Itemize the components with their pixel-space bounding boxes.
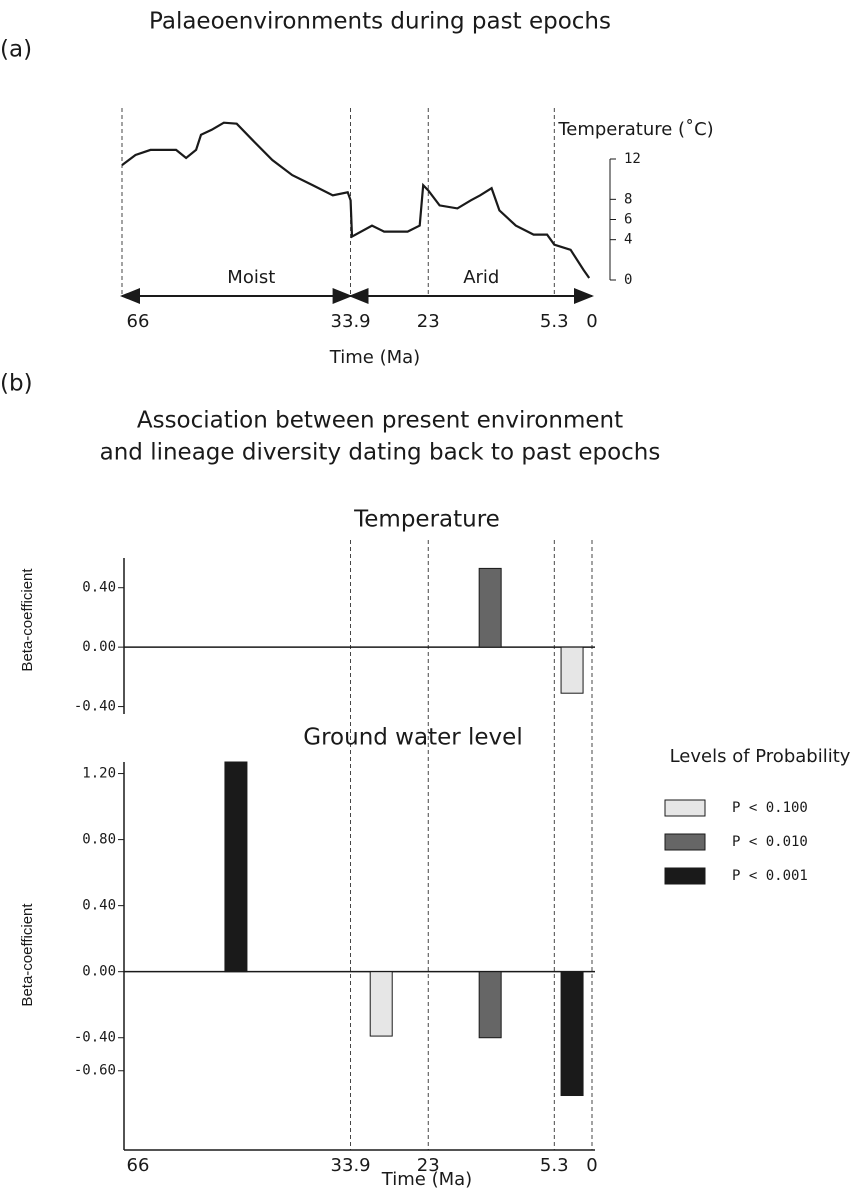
x-tick-label: 0	[586, 1155, 597, 1176]
bar	[478, 567, 502, 648]
bar	[478, 971, 502, 1039]
legend-swatch	[664, 867, 706, 885]
y-tick-label: 1.20	[82, 766, 116, 782]
chart-title: Temperature	[353, 507, 500, 533]
legend-swatch	[664, 833, 706, 851]
x-axis-label: Time (Ma)	[329, 347, 420, 368]
x-tick-label: 33.9	[331, 1155, 371, 1176]
x-tick-label: 23	[417, 311, 440, 332]
chart-title: Ground water level	[303, 725, 522, 751]
x-tick-label: 66	[127, 1155, 150, 1176]
bar	[560, 971, 584, 1097]
y-axis-label: Temperature (˚C)	[557, 119, 713, 140]
y-tick-label: -0.40	[74, 699, 116, 715]
y-tick-label: 0.00	[82, 964, 116, 980]
y-axis-label: Beta-coefficient	[19, 903, 36, 1007]
panel-label: (a)	[0, 37, 32, 63]
y-tick-label: 0.40	[82, 580, 116, 596]
y-tick-label: 12	[624, 151, 641, 167]
y-tick-label: -0.40	[74, 1030, 116, 1046]
panel-heading: and lineage diversity dating back to pas…	[100, 440, 661, 466]
x-tick-label: 5.3	[540, 311, 569, 332]
period-label: Arid	[463, 267, 499, 288]
legend-label: P < 0.001	[732, 868, 808, 884]
y-tick-label: 0.00	[82, 639, 116, 655]
period-label: Moist	[227, 267, 275, 288]
y-tick-label: 0.40	[82, 898, 116, 914]
x-tick-label: 33.9	[331, 311, 371, 332]
legend-label: P < 0.010	[732, 834, 808, 850]
y-tick-label: -0.60	[74, 1063, 116, 1079]
temperature-line	[121, 121, 591, 279]
y-tick-label: 0	[624, 272, 632, 288]
bar	[224, 761, 248, 973]
y-tick-label: 0.80	[82, 832, 116, 848]
bar	[560, 646, 584, 694]
x-axis-label: Time (Ma)	[381, 1169, 472, 1190]
y-tick-label: 4	[624, 232, 632, 248]
legend-swatch	[664, 799, 706, 817]
chart-title: Palaeoenvironments during past epochs	[149, 9, 611, 35]
x-tick-label: 23	[417, 1155, 440, 1176]
panel-heading: Association between present environment	[137, 408, 623, 434]
y-tick-label: 8	[624, 191, 632, 207]
legend-label: P < 0.100	[732, 800, 808, 816]
panel-label: (b)	[0, 371, 33, 397]
legend-title: Levels of Probability	[670, 746, 851, 767]
bar	[369, 971, 393, 1037]
x-tick-label: 5.3	[540, 1155, 569, 1176]
y-tick-label: 6	[624, 212, 632, 228]
y-axis-label: Beta-coefficient	[19, 568, 36, 672]
x-tick-label: 0	[586, 311, 597, 332]
x-tick-label: 66	[127, 311, 150, 332]
